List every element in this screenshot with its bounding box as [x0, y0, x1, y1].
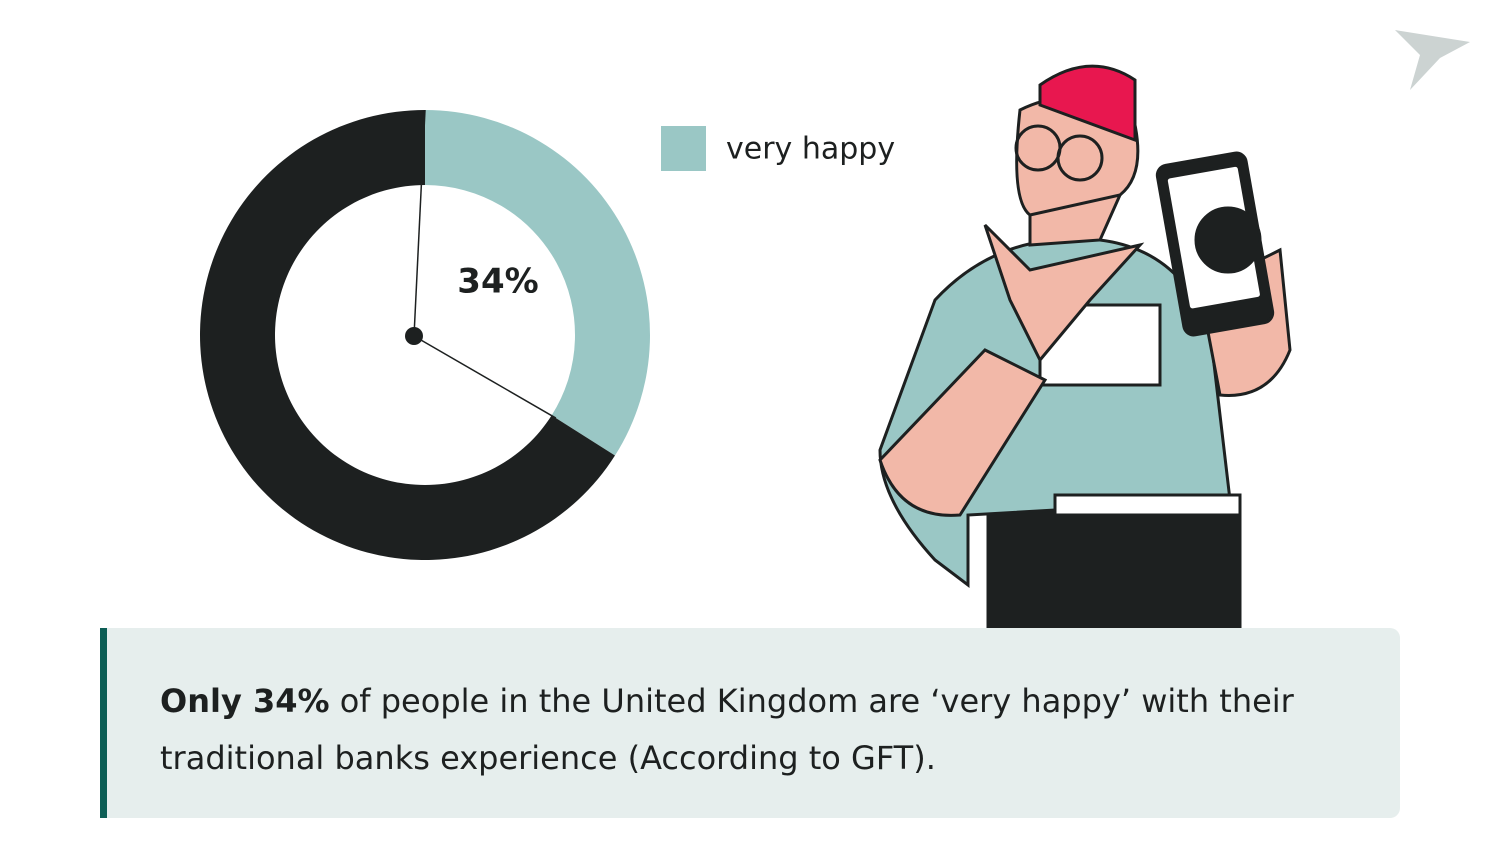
- legend-swatch: [661, 126, 706, 171]
- donut: 34%: [199, 109, 650, 560]
- donut-slice: [199, 110, 615, 560]
- logo: [1395, 30, 1470, 90]
- caption-text: of people in the United Kingdom are ‘ver…: [160, 682, 1294, 777]
- pointer-line: [413, 335, 557, 419]
- caption-emphasis: Only 34%: [160, 682, 330, 720]
- donut-slice: [425, 110, 650, 456]
- value-label: 34%: [457, 262, 538, 302]
- caption-box: Only 34% of people in the United Kingdom…: [100, 628, 1400, 818]
- illustration: [878, 64, 1292, 632]
- center-dot: [405, 327, 423, 345]
- legend-label: very happy: [726, 132, 895, 167]
